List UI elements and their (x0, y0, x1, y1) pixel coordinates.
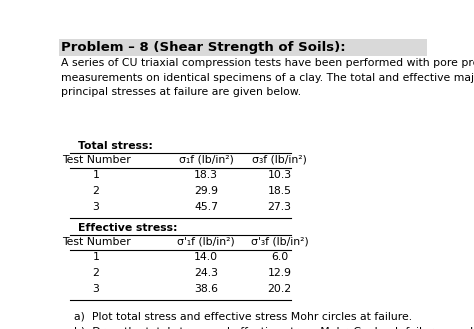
Text: 3: 3 (92, 202, 100, 212)
Text: 29.9: 29.9 (194, 186, 218, 196)
FancyBboxPatch shape (59, 39, 427, 56)
Text: σ₃f (lb/in²): σ₃f (lb/in²) (252, 155, 307, 165)
Text: Test Number: Test Number (62, 155, 130, 165)
Text: Problem – 8 (Shear Strength of Soils):: Problem – 8 (Shear Strength of Soils): (61, 41, 346, 54)
Text: 1: 1 (92, 252, 100, 262)
Text: 24.3: 24.3 (194, 268, 218, 278)
Text: 18.5: 18.5 (268, 186, 292, 196)
Text: 6.0: 6.0 (271, 252, 288, 262)
Text: 10.3: 10.3 (268, 170, 292, 180)
Text: 20.2: 20.2 (268, 284, 292, 294)
Text: 1: 1 (92, 170, 100, 180)
Text: 12.9: 12.9 (268, 268, 292, 278)
Text: a)  Plot total stress and effective stress Mohr circles at failure.: a) Plot total stress and effective stres… (74, 311, 412, 321)
Text: A series of CU triaxial compression tests have been performed with pore pressure: A series of CU triaxial compression test… (61, 59, 474, 97)
Text: σ'₃f (lb/in²): σ'₃f (lb/in²) (251, 237, 309, 247)
Text: σ₁f (lb/in²): σ₁f (lb/in²) (179, 155, 234, 165)
Text: 45.7: 45.7 (194, 202, 218, 212)
Text: Test Number: Test Number (62, 237, 130, 247)
Text: b)  Draw the total stress and effective stress Mohr–Coulomb failure envelopes.: b) Draw the total stress and effective s… (74, 327, 474, 329)
Text: 2: 2 (92, 268, 100, 278)
Text: Total stress:: Total stress: (78, 141, 153, 151)
Text: σ'₁f (lb/in²): σ'₁f (lb/in²) (177, 237, 235, 247)
Text: 38.6: 38.6 (194, 284, 218, 294)
Text: 3: 3 (92, 284, 100, 294)
Text: 18.3: 18.3 (194, 170, 218, 180)
Text: Effective stress:: Effective stress: (78, 223, 177, 233)
Text: 27.3: 27.3 (268, 202, 292, 212)
Text: 2: 2 (92, 186, 100, 196)
Text: 14.0: 14.0 (194, 252, 218, 262)
